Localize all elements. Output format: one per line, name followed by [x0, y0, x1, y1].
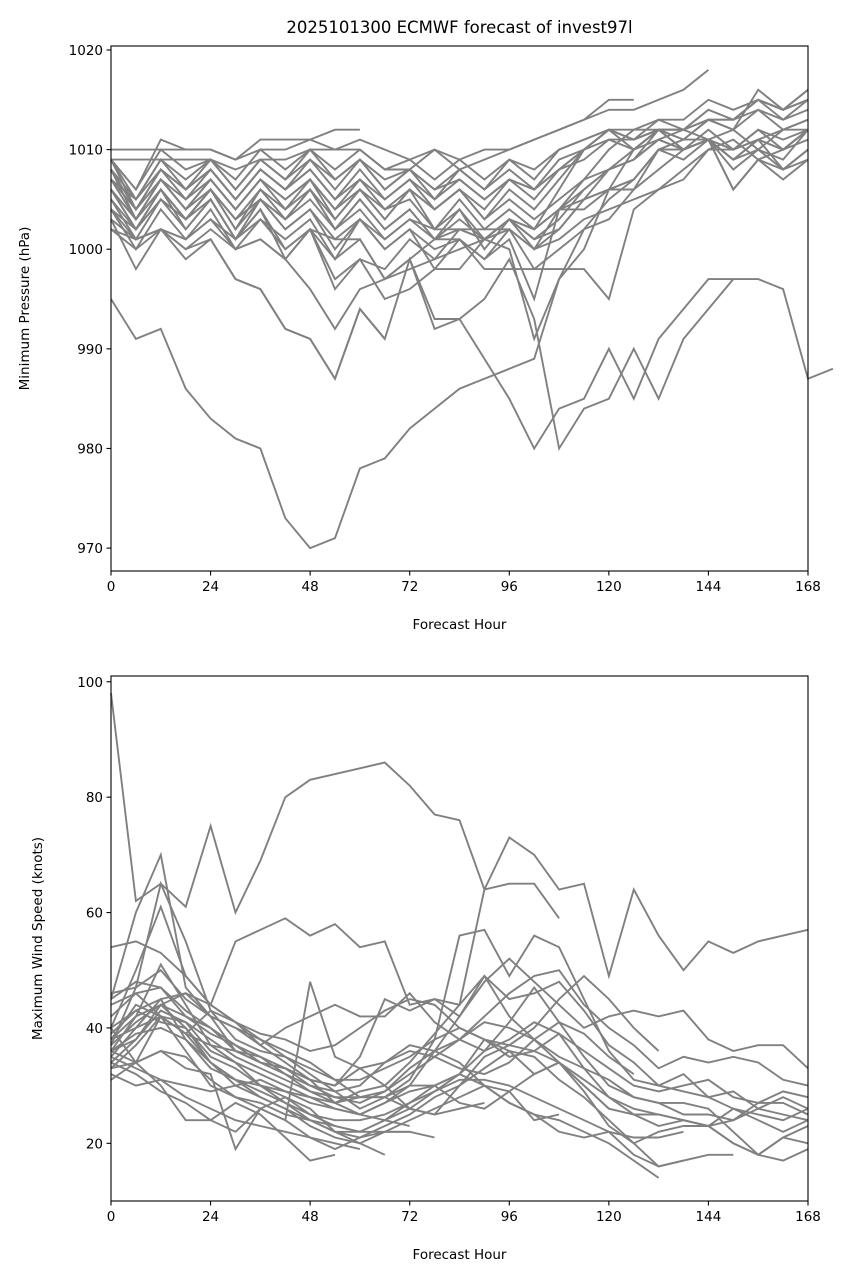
pressure-series-line: [110, 98, 809, 201]
wind-series-line: [110, 1061, 809, 1128]
pressure-x-tick-label: 0: [107, 579, 116, 595]
wind-series-line: [110, 1055, 361, 1151]
pressure-x-tick-label: 96: [501, 579, 518, 595]
pressure-x-tick-label: 24: [202, 579, 219, 595]
wind-series-line: [110, 1050, 410, 1145]
wind-x-tick-label: 72: [401, 1209, 418, 1225]
wind-chart: 0 24 48 72 96 120 144 168 20 40 60 80 100 Forecast …: [30, 675, 821, 1263]
pressure-plot-frame: [110, 45, 809, 572]
pressure-x-tick-label: 168: [795, 579, 821, 595]
wind-x-tick-label: 120: [596, 1209, 622, 1225]
pressure-y-axis-label: Minimum Pressure (hPa): [17, 227, 33, 391]
wind-x-axis-label: Forecast Hour: [413, 1247, 507, 1263]
wind-y-tick-label: 20: [86, 1136, 103, 1152]
wind-series-line: [110, 974, 809, 1133]
wind-x-tick-label: 24: [202, 1209, 219, 1225]
pressure-series-line: [110, 217, 734, 451]
wind-series-line: [110, 1009, 386, 1156]
pressure-x-tick-label: 48: [302, 579, 319, 595]
wind-x-tick-label: 0: [107, 1209, 116, 1225]
wind-series-line: [110, 992, 410, 1127]
wind-y-tick-label: 100: [77, 675, 103, 691]
wind-y-tick-label: 40: [86, 1021, 103, 1037]
wind-x-tick-label: 48: [302, 1209, 319, 1225]
wind-series-line: [110, 980, 684, 1139]
pressure-x-tick-label: 144: [696, 579, 722, 595]
wind-lines: [110, 693, 809, 1179]
wind-series-line: [110, 991, 809, 1104]
wind-x-tick-label: 96: [501, 1209, 518, 1225]
pressure-y-ticks: 970 980 990 1000 1010 1020: [69, 43, 111, 557]
pressure-x-tick-label: 72: [401, 579, 418, 595]
pressure-series-line: [110, 138, 809, 291]
pressure-x-axis-label: Forecast Hour: [413, 617, 507, 633]
wind-y-ticks: 20 40 60 80 100: [77, 675, 111, 1152]
wind-x-tick-label: 144: [696, 1209, 722, 1225]
pressure-series-line: [110, 138, 809, 550]
pressure-y-tick-label: 1000: [69, 242, 103, 258]
wind-y-axis-label: Maximum Wind Speed (knots): [30, 837, 46, 1040]
pressure-chart: 2025101300 ECMWF forecast of invest97l 0…: [17, 18, 834, 633]
wind-series-line: [110, 1009, 485, 1116]
pressure-y-tick-label: 1020: [69, 43, 103, 59]
wind-x-ticks: 0 24 48 72 96 120 144 168: [107, 1201, 821, 1225]
wind-series-line: [110, 1015, 684, 1168]
pressure-x-tick-label: 120: [596, 579, 622, 595]
pressure-y-tick-label: 970: [77, 541, 103, 557]
pressure-y-tick-label: 990: [77, 342, 103, 358]
wind-series-line: [110, 962, 809, 1122]
pressure-y-tick-label: 980: [77, 441, 103, 457]
wind-x-tick-label: 168: [795, 1209, 821, 1225]
wind-series-line: [110, 974, 660, 1052]
wind-y-tick-label: 60: [86, 906, 103, 922]
pressure-lines: [110, 69, 834, 550]
pressure-series-line: [110, 128, 659, 221]
pressure-series-line: [110, 128, 610, 192]
pressure-x-ticks: 0 24 48 72 96 120 144 168: [107, 571, 821, 595]
wind-series-line: [110, 880, 809, 1110]
wind-y-tick-label: 80: [86, 790, 103, 806]
pressure-y-tick-label: 1010: [69, 143, 103, 159]
wind-plot-frame: [110, 675, 809, 1202]
chart-title: 2025101300 ECMWF forecast of invest97l: [286, 18, 632, 37]
pressure-series-line: [110, 128, 809, 241]
